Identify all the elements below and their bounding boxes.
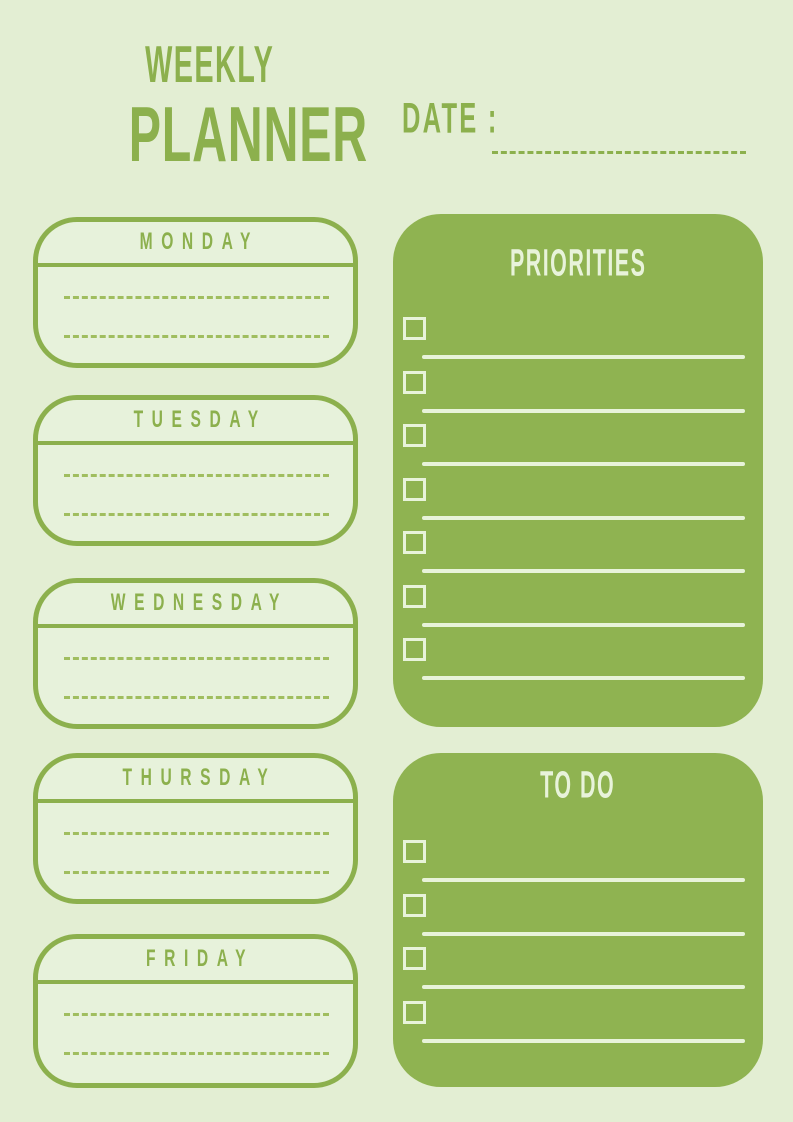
entry-line[interactable] <box>422 676 745 680</box>
priorities-title: PRIORITIES <box>509 243 647 285</box>
note-line[interactable] <box>64 474 329 477</box>
note-line[interactable] <box>64 1052 329 1055</box>
day-label: MONDAY <box>140 228 260 256</box>
priority-row <box>393 424 763 478</box>
entry-line[interactable] <box>422 515 745 520</box>
entry-line[interactable] <box>422 408 745 413</box>
entry-line[interactable] <box>422 462 745 466</box>
note-line[interactable] <box>64 696 329 699</box>
note-line[interactable] <box>64 871 329 874</box>
day-card-monday: MONDAY <box>33 217 358 368</box>
note-line[interactable] <box>64 335 329 338</box>
entry-line[interactable] <box>422 355 745 359</box>
entry-line[interactable] <box>422 1038 745 1043</box>
day-card-wednesday: WEDNESDAY <box>33 578 358 729</box>
day-card-tuesday: TUESDAY <box>33 395 358 546</box>
note-line[interactable] <box>64 832 329 835</box>
date-entry-line[interactable] <box>492 151 746 154</box>
checkbox-icon[interactable] <box>403 424 426 447</box>
priority-row <box>393 317 763 371</box>
priorities-panel: PRIORITIES <box>393 214 763 727</box>
note-line[interactable] <box>64 296 329 299</box>
entry-line[interactable] <box>422 878 745 882</box>
priority-row <box>393 531 763 585</box>
day-header: THURSDAY <box>38 758 353 803</box>
checkbox-icon[interactable] <box>403 840 426 863</box>
checkbox-icon[interactable] <box>403 947 426 970</box>
day-header: MONDAY <box>38 222 353 267</box>
entry-line[interactable] <box>422 931 745 936</box>
note-line[interactable] <box>64 1013 329 1016</box>
priority-row <box>393 477 763 532</box>
day-card-thursday: THURSDAY <box>33 753 358 904</box>
page-title-line2: PLANNER <box>128 92 368 179</box>
checkbox-icon[interactable] <box>403 893 426 917</box>
checkbox-icon[interactable] <box>403 317 426 340</box>
page-title-line1: WEEKLY <box>145 36 275 94</box>
day-label: TUESDAY <box>133 406 267 434</box>
date-label: DATE : <box>402 95 499 143</box>
todo-row <box>393 1000 763 1055</box>
todo-title: TO DO <box>540 765 616 807</box>
todo-row <box>393 840 763 894</box>
checkbox-icon[interactable] <box>403 1000 426 1024</box>
day-label: THURSDAY <box>122 764 277 792</box>
priorities-rows <box>393 317 763 692</box>
todo-rows <box>393 840 763 1054</box>
checkbox-icon[interactable] <box>403 370 426 394</box>
priority-row <box>393 638 763 692</box>
day-label: WEDNESDAY <box>111 589 289 617</box>
note-line[interactable] <box>64 513 329 516</box>
todo-row <box>393 947 763 1001</box>
entry-line[interactable] <box>422 985 745 989</box>
todo-panel: TO DO <box>393 753 763 1087</box>
day-card-friday: FRIDAY <box>33 934 358 1088</box>
day-header: FRIDAY <box>38 939 353 984</box>
checkbox-icon[interactable] <box>403 531 426 554</box>
todo-title-wrap: TO DO <box>393 753 763 807</box>
priorities-title-wrap: PRIORITIES <box>393 214 763 285</box>
day-header: TUESDAY <box>38 400 353 445</box>
checkbox-icon[interactable] <box>403 477 426 501</box>
entry-line[interactable] <box>422 622 745 627</box>
priority-row <box>393 584 763 639</box>
checkbox-icon[interactable] <box>403 638 426 661</box>
day-label: FRIDAY <box>145 945 254 973</box>
priority-row <box>393 370 763 425</box>
todo-row <box>393 893 763 948</box>
page-title: WEEKLY PLANNER <box>95 37 367 179</box>
checkbox-icon[interactable] <box>403 584 426 608</box>
day-header: WEDNESDAY <box>38 583 353 628</box>
entry-line[interactable] <box>422 569 745 573</box>
note-line[interactable] <box>64 657 329 660</box>
